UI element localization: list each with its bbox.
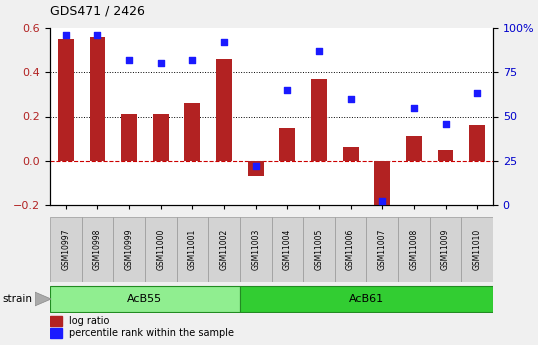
Text: GDS471 / 2426: GDS471 / 2426 — [50, 4, 145, 17]
Bar — [366, 217, 398, 282]
Bar — [406, 136, 422, 161]
Text: GSM11010: GSM11010 — [473, 229, 482, 270]
Point — [283, 87, 292, 93]
Bar — [185, 103, 200, 161]
Bar — [121, 114, 137, 161]
Bar — [176, 217, 208, 282]
Bar — [50, 286, 240, 312]
Polygon shape — [35, 292, 51, 306]
Point — [125, 57, 133, 63]
Text: GSM11000: GSM11000 — [156, 229, 165, 270]
Bar — [58, 39, 74, 161]
Point — [315, 48, 323, 54]
Bar — [272, 217, 303, 282]
Bar — [335, 217, 366, 282]
Bar — [216, 59, 232, 161]
Text: GSM11007: GSM11007 — [378, 229, 387, 270]
Bar — [248, 161, 264, 176]
Bar — [279, 128, 295, 161]
Point — [251, 163, 260, 169]
Text: log ratio: log ratio — [69, 316, 109, 326]
Bar — [311, 79, 327, 161]
Text: GSM10998: GSM10998 — [93, 229, 102, 270]
Text: GSM11001: GSM11001 — [188, 229, 197, 270]
Text: GSM10997: GSM10997 — [61, 229, 70, 270]
Bar — [145, 217, 176, 282]
Text: GSM11009: GSM11009 — [441, 229, 450, 270]
Bar — [437, 150, 454, 161]
Bar — [208, 217, 240, 282]
Bar — [469, 125, 485, 161]
Bar — [462, 217, 493, 282]
Bar — [430, 217, 462, 282]
Text: GSM11006: GSM11006 — [346, 229, 355, 270]
Bar — [82, 217, 114, 282]
Text: AcB55: AcB55 — [128, 294, 162, 304]
Bar — [240, 286, 493, 312]
Bar — [50, 316, 62, 326]
Text: percentile rank within the sample: percentile rank within the sample — [69, 328, 233, 338]
Bar — [343, 147, 358, 161]
Point — [157, 61, 165, 66]
Bar — [50, 328, 62, 338]
Point — [409, 105, 418, 110]
Point — [346, 96, 355, 101]
Bar — [398, 217, 430, 282]
Point — [188, 57, 197, 63]
Bar — [89, 37, 105, 161]
Point — [473, 91, 482, 96]
Point — [441, 121, 450, 126]
Text: GSM11002: GSM11002 — [220, 229, 229, 270]
Bar — [50, 217, 82, 282]
Text: strain: strain — [3, 294, 33, 304]
Text: AcB61: AcB61 — [349, 294, 384, 304]
Bar — [114, 217, 145, 282]
Text: GSM11004: GSM11004 — [283, 229, 292, 270]
Bar — [374, 161, 390, 216]
Text: GSM11008: GSM11008 — [409, 229, 419, 270]
Bar — [153, 114, 168, 161]
Point — [61, 32, 70, 38]
Point — [93, 32, 102, 38]
Text: GSM11003: GSM11003 — [251, 229, 260, 270]
Point — [378, 199, 387, 204]
Point — [220, 39, 228, 45]
Bar — [240, 217, 272, 282]
Text: GSM10999: GSM10999 — [125, 229, 133, 270]
Bar — [303, 217, 335, 282]
Text: GSM11005: GSM11005 — [315, 229, 323, 270]
